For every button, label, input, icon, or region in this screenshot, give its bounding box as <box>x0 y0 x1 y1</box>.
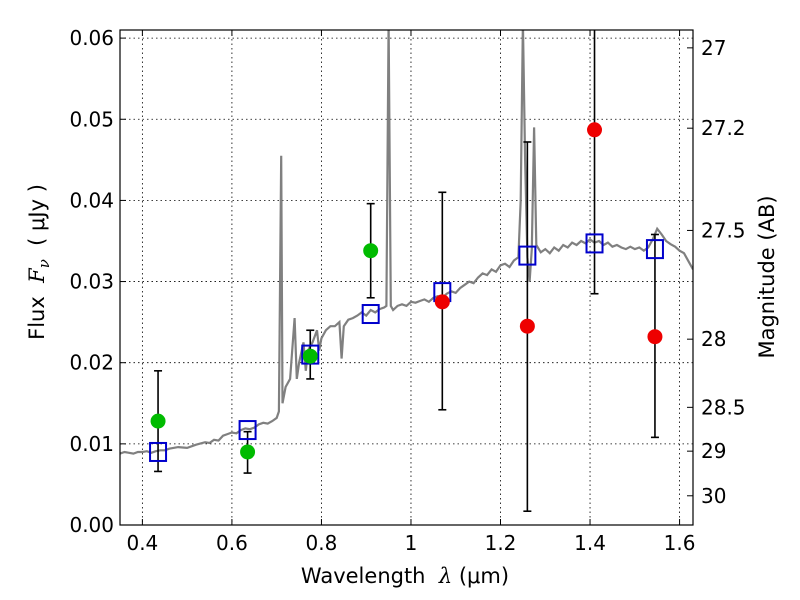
model-point-square <box>361 304 380 325</box>
x-tick-label: 1.2 <box>485 531 517 555</box>
y-tick-label: 0.01 <box>69 432 114 456</box>
template-spectrum-line <box>120 30 693 455</box>
y2-tick-label: 27.5 <box>701 218 746 242</box>
x-axis-label: Wavelength λ (μm) <box>301 564 509 588</box>
y-tick-label: 0.05 <box>69 107 114 131</box>
observed-point <box>647 329 663 345</box>
y-tick-label: 0.00 <box>69 513 114 537</box>
y2-tick-label: 27 <box>701 36 726 60</box>
y-tick-label: 0.02 <box>69 351 114 375</box>
observed-point <box>434 294 450 310</box>
grid-lines <box>120 30 693 526</box>
y2-axis-label: Magnitude (AB) <box>755 195 779 358</box>
x-tick-label: 1 <box>405 531 418 555</box>
y2-tick-label: 30 <box>701 484 726 508</box>
plot-frame <box>119 29 694 526</box>
axis-ticks: 0.4 0.6 0.8 1 1.2 1.4 1.6 0.00 0.01 0.02 0.03 0.04 0… <box>69 26 745 555</box>
observed-point <box>240 444 256 460</box>
y-axis-label-prefix: Flux <box>25 283 49 340</box>
observed-point <box>519 318 535 334</box>
x-axis-label-prefix: Wavelength <box>301 564 439 588</box>
observed-point <box>363 243 379 259</box>
y-axis-label: Flux Fν ( μJy ) <box>25 184 53 340</box>
x-tick-label: 0.8 <box>306 531 338 555</box>
y-tick-label: 0.04 <box>69 188 114 212</box>
x-tick-label: 1.4 <box>574 531 606 555</box>
observed-point <box>302 348 318 364</box>
model-point-square <box>645 239 664 260</box>
y2-tick-label: 27.2 <box>701 116 746 140</box>
plot-area <box>120 30 693 513</box>
y-tick-label: 0.03 <box>69 270 114 294</box>
model-point-square <box>238 420 257 441</box>
y2-tick-label: 28.5 <box>701 395 746 419</box>
x-tick-label: 0.6 <box>216 531 248 555</box>
model-point-square <box>585 233 604 254</box>
x-axis-label-symbol: λ <box>438 564 452 588</box>
x-tick-label: 0.4 <box>126 531 158 555</box>
y2-tick-label: 28 <box>701 327 726 351</box>
observed-point <box>150 413 166 429</box>
y-tick-label: 0.06 <box>69 26 114 50</box>
y-axis-label-symbol: F <box>25 267 49 284</box>
x-tick-label: 1.6 <box>664 531 696 555</box>
x-axis-label-suffix: (μm) <box>452 564 509 588</box>
model-point-square <box>149 441 168 462</box>
y-axis-label-subscript: ν <box>35 259 53 268</box>
y-axis-label-suffix: ( μJy ) <box>25 184 49 259</box>
model-point-square <box>518 245 537 266</box>
observed-point <box>587 122 603 138</box>
y2-tick-label: 29 <box>701 439 726 463</box>
